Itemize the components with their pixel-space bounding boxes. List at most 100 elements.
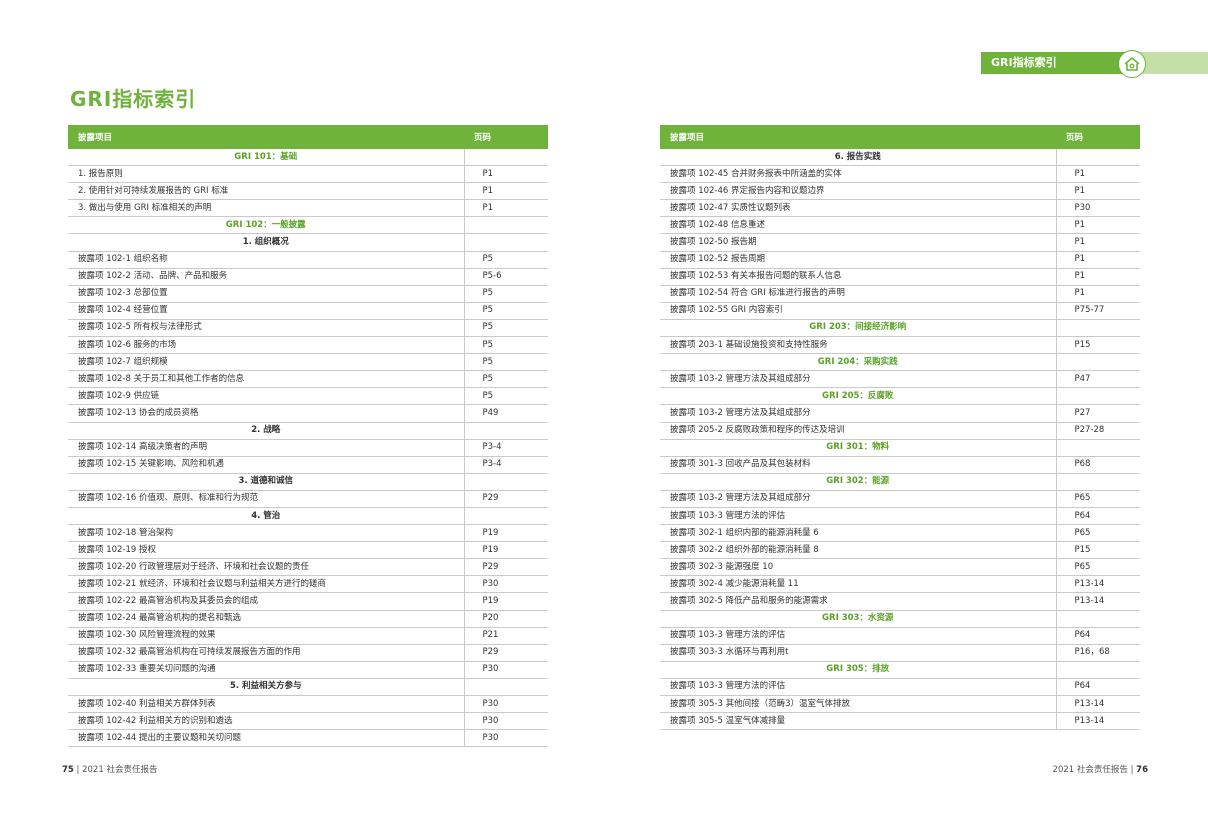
disclosure-item: 披露项 102-2 活动、品牌、产品和服务 [68, 268, 464, 286]
table-row: 披露项 102-9 供应链 P5 [68, 387, 548, 406]
disclosure-item: 披露项 103-3 管理方法的评估 [660, 627, 1056, 645]
section-title: GRI 203：间接经济影响 [660, 319, 1056, 338]
disclosure-item: 披露项 102-6 服务的市场 [68, 336, 464, 355]
disclosure-item: 披露项 103-3 管理方法的评估 [660, 678, 1056, 697]
page-reference: P3-4 [463, 439, 548, 457]
table-row: 披露项 102-3 总部位置 P5 [68, 285, 548, 303]
disclosure-item: 披露项 102-42 利益相关方的识别和遴选 [68, 712, 464, 731]
page-reference: P15 [1055, 541, 1140, 560]
column-header-item: 披露项目 [660, 125, 1056, 149]
page-reference: P19 [463, 524, 548, 543]
table-row: 披露项 302-1 组织内部的能源消耗量 6 P65 [660, 524, 1140, 543]
table-row: 披露项 103-2 管理方法及其组成部分 P27 [660, 404, 1140, 423]
page-reference: P1 [463, 199, 548, 218]
table-row: 披露项 102-19 授权 P19 [68, 541, 548, 560]
table-row: 披露项 102-40 利益相关方群体列表 P30 [68, 695, 548, 714]
empty-page-cell [1055, 353, 1140, 372]
page-reference: P64 [1055, 678, 1140, 697]
section-tab[interactable]: GRI指标索引 [981, 52, 1208, 74]
column-header-page: 页码 [464, 125, 548, 149]
report-name: 2021 社会责任报告 | [1052, 765, 1134, 775]
table-row: 披露项 103-2 管理方法及其组成部分 P47 [660, 370, 1140, 389]
section-header-row: GRI 305：排放 [660, 661, 1140, 679]
table-row: 披露项 302-2 组织外部的能源消耗量 8 P15 [660, 541, 1140, 560]
section-header-row: GRI 301：物料 [660, 439, 1140, 457]
empty-page-cell [1055, 319, 1140, 338]
page-reference: P19 [463, 592, 548, 611]
table-row: 披露项 102-55 GRI 内容索引 P75-77 [660, 302, 1140, 320]
table-row: 披露项 305-5 温室气体减排量 P13-14 [660, 712, 1140, 731]
table-row: 披露项 102-15 关键影响、风险和机遇 P3-4 [68, 456, 548, 474]
page-reference: P5 [463, 302, 548, 320]
page-reference: P3-4 [463, 456, 548, 474]
disclosure-item: 披露项 102-20 行政管理层对于经济、环境和社会议题的责任 [68, 558, 464, 577]
disclosure-item: 披露项 102-15 关键影响、风险和机遇 [68, 456, 464, 474]
page-reference: P30 [463, 575, 548, 594]
section-title: GRI 301：物料 [660, 439, 1056, 457]
table-row: 披露项 102-45 合并财务报表中所涵盖的实体 P1 [660, 165, 1140, 184]
page-reference: P13-14 [1055, 575, 1140, 594]
disclosure-item: 披露项 103-3 管理方法的评估 [660, 507, 1056, 526]
page-reference: P27 [1055, 404, 1140, 423]
page-reference: P5 [463, 319, 548, 338]
section-title: GRI 205：反腐败 [660, 387, 1056, 406]
home-button[interactable] [1118, 50, 1146, 78]
page-number: 76 [1136, 765, 1148, 775]
page-reference: P1 [463, 165, 548, 184]
table-row: 1. 报告原则 P1 [68, 165, 548, 184]
page-title: GRI指标索引 [70, 87, 197, 111]
table-row: 披露项 102-47 实质性议题列表 P30 [660, 199, 1140, 218]
section-title: GRI 101：基础 [68, 149, 464, 167]
disclosure-item: 披露项 302-4 减少能源消耗量 11 [660, 575, 1056, 594]
page-reference: P5 [463, 370, 548, 389]
disclosure-item: 披露项 103-2 管理方法及其组成部分 [660, 490, 1056, 508]
disclosure-item: 披露项 301-3 回收产品及其包装材料 [660, 456, 1056, 474]
table-row: 披露项 103-3 管理方法的评估 P64 [660, 678, 1140, 697]
section-title: GRI 303：水资源 [660, 610, 1056, 628]
table-row: 披露项 303-3 水循环与再利用t P16，68 [660, 644, 1140, 662]
disclosure-item: 披露项 102-50 报告期 [660, 233, 1056, 252]
section-title: GRI 204：采购实践 [660, 353, 1056, 372]
disclosure-item: 披露项 102-32 最高管治机构在可持续发展报告方面的作用 [68, 644, 464, 662]
disclosure-item: 披露项 102-24 最高管治机构的提名和甄选 [68, 610, 464, 628]
disclosure-item: 披露项 102-18 管治架构 [68, 524, 464, 543]
table-row: 披露项 102-20 行政管理层对于经济、环境和社会议题的责任 P29 [68, 558, 548, 577]
table-row: 披露项 102-42 利益相关方的识别和遴选 P30 [68, 712, 548, 731]
disclosure-item: 披露项 102-13 协会的成员资格 [68, 404, 464, 423]
page-reference: P1 [1055, 216, 1140, 235]
empty-page-cell [463, 678, 548, 697]
page-reference: P49 [463, 404, 548, 423]
disclosure-item: 披露项 102-3 总部位置 [68, 285, 464, 303]
page-reference: P29 [463, 644, 548, 662]
table-row: 披露项 302-5 降低产品和服务的能源需求 P13-14 [660, 592, 1140, 611]
disclosure-item: 披露项 102-22 最高管治机构及其委员会的组成 [68, 592, 464, 611]
page-reference: P21 [463, 627, 548, 645]
page-reference: P64 [1055, 627, 1140, 645]
page-reference: P1 [463, 182, 548, 201]
page-reference: P13-14 [1055, 695, 1140, 714]
section-header-row: GRI 203：间接经济影响 [660, 319, 1140, 338]
page-reference: P16，68 [1055, 644, 1140, 662]
page-reference: P27-28 [1055, 422, 1140, 440]
table-row: 披露项 102-6 服务的市场 P5 [68, 336, 548, 355]
page-reference: P64 [1055, 507, 1140, 526]
table-row: 披露项 102-53 有关本报告问题的联系人信息 P1 [660, 268, 1140, 286]
table-row: 披露项 103-3 管理方法的评估 P64 [660, 627, 1140, 645]
subsection-header-row: 2. 战略 [68, 422, 548, 440]
disclosure-item: 披露项 102-7 组织规模 [68, 353, 464, 372]
section-tab-label: GRI指标索引 [991, 56, 1057, 69]
empty-page-cell [1055, 610, 1140, 628]
disclosure-item: 1. 报告原则 [68, 165, 464, 184]
page-reference: P30 [463, 729, 548, 748]
page-reference: P68 [1055, 456, 1140, 474]
report-name: | 2021 社会责任报告 [76, 765, 158, 775]
section-title: GRI 102：一般披露 [68, 216, 464, 235]
column-header-item: 披露项目 [68, 125, 464, 149]
subsection-header-row: 3. 道德和诚信 [68, 473, 548, 491]
gri-index-table-right: 披露项目 页码 6. 报告实践 披露项 102-45 合并财务报表中所涵盖的实体 P… [660, 125, 1140, 731]
subsection-header-row: 6. 报告实践 [660, 149, 1140, 167]
table-row: 披露项 102-13 协会的成员资格 P49 [68, 404, 548, 423]
table-row: 披露项 102-54 符合 GRI 标准进行报告的声明 P1 [660, 285, 1140, 303]
table-row: 披露项 102-48 信息重述 P1 [660, 216, 1140, 235]
page-reference: P65 [1055, 524, 1140, 543]
